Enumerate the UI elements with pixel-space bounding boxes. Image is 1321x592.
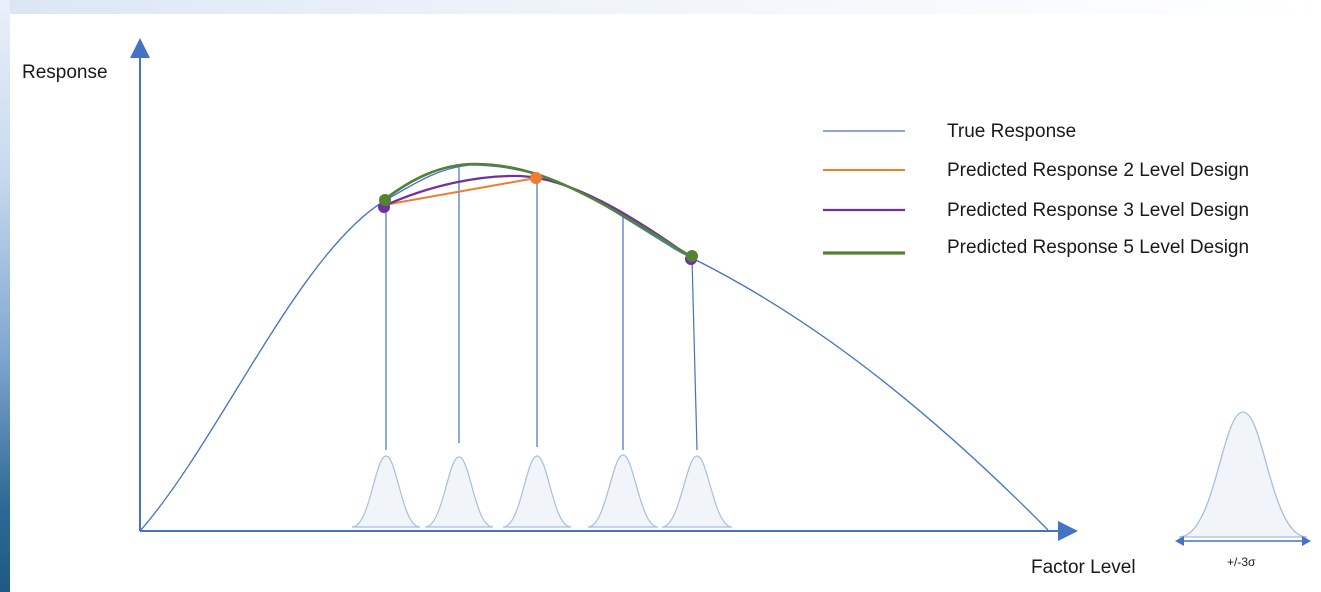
legend-label-three-level: Predicted Response 3 Level Design: [947, 200, 1249, 221]
legend-label-two-level: Predicted Response 2 Level Design: [947, 160, 1249, 181]
distribution-curve-3: [502, 455, 572, 528]
sigma-distribution-curve: [1178, 411, 1308, 538]
design-point-mid-orange: [530, 172, 542, 184]
y-axis-label: Response: [22, 62, 108, 83]
legend: True Response Predicted Response 2 Level…: [823, 121, 1249, 258]
distribution-curve-5: [661, 455, 733, 528]
distribution-curve-2: [424, 456, 494, 528]
distribution-curve-4: [587, 454, 659, 528]
true-response-curve: [139, 164, 1049, 532]
sigma-arrow-left-head: [1175, 536, 1184, 546]
top-decorative-band: [0, 0, 1321, 14]
design-point-high-green: [686, 250, 698, 262]
three-level-prediction-curve: [383, 174, 693, 259]
legend-label-true-response: True Response: [947, 121, 1076, 142]
two-level-prediction-line: [383, 177, 537, 206]
design-point-low-green: [379, 194, 391, 206]
distribution-curves: [351, 454, 733, 528]
measurement-lines: [385, 166, 698, 451]
distribution-curve-1: [351, 455, 421, 528]
sigma-illustration: +/-3σ: [1175, 411, 1311, 569]
measurement-line-5: [691, 257, 698, 451]
legend-label-five-level: Predicted Response 5 Level Design: [947, 237, 1249, 258]
x-axis-label: Factor Level: [1031, 557, 1136, 578]
left-decorative-band: [0, 0, 10, 592]
sigma-annotation: +/-3σ: [1227, 555, 1256, 569]
sigma-arrow-right-head: [1302, 536, 1311, 546]
